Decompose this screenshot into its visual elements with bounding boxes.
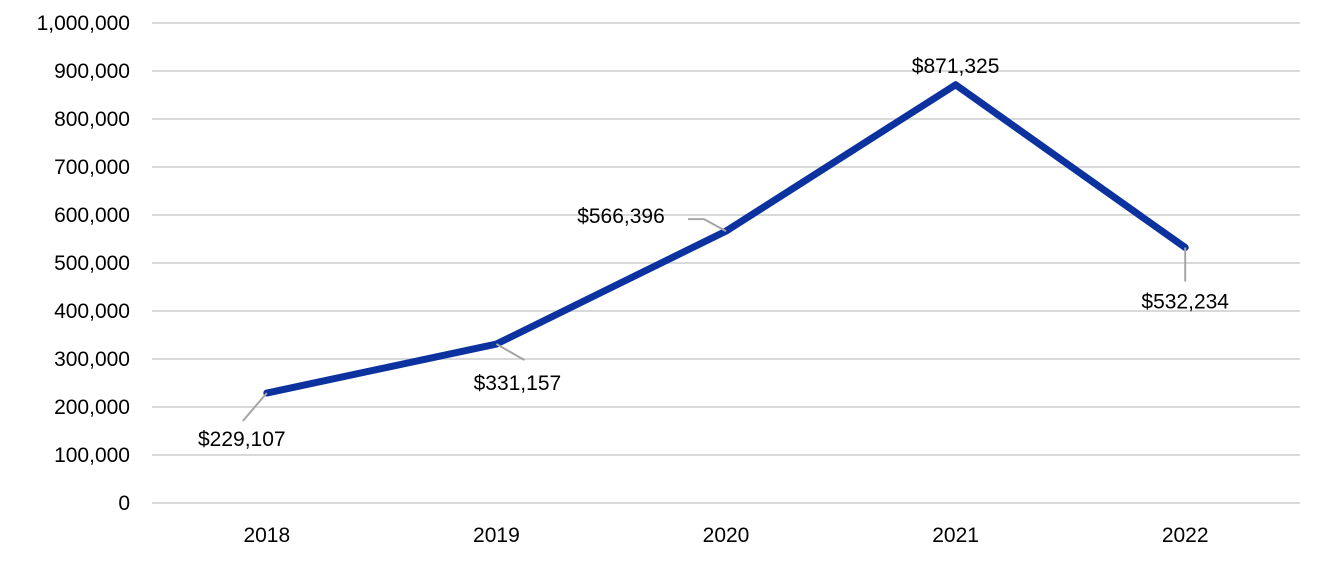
y-tick-label: 200,000 [54, 396, 130, 419]
data-label-leader [688, 218, 727, 233]
y-tick-label: 300,000 [54, 348, 130, 371]
data-label: $331,157 [474, 372, 562, 395]
data-label: $532,234 [1141, 291, 1229, 314]
data-points [263, 81, 1189, 397]
data-label-leader [242, 392, 268, 422]
x-tick-label: 2021 [932, 524, 979, 547]
data-label: $229,107 [198, 428, 286, 451]
y-tick-label: 100,000 [54, 444, 130, 467]
y-tick-label: 700,000 [54, 156, 130, 179]
y-axis-tick-labels: 0 100,000 200,000 300,000 400,000 500,000 600,… [37, 12, 130, 515]
data-labels: $229,107 $331,157 $566,396 $871,325 $532,234 [198, 55, 1229, 451]
data-label: $566,396 [577, 205, 665, 228]
gridlines [152, 22, 1300, 504]
data-label: $871,325 [912, 55, 1000, 78]
x-tick-label: 2022 [1162, 524, 1209, 547]
y-tick-label: 1,000,000 [37, 12, 130, 35]
y-tick-label: 400,000 [54, 300, 130, 323]
x-axis-tick-labels: 2018 2019 2020 2021 2022 [243, 524, 1208, 547]
y-tick-label: 900,000 [54, 60, 130, 83]
data-label-leader [495, 343, 525, 361]
x-tick-label: 2018 [243, 524, 290, 547]
y-tick-label: 500,000 [54, 252, 130, 275]
data-point [952, 81, 960, 89]
x-tick-label: 2019 [473, 524, 520, 547]
y-tick-label: 0 [118, 492, 130, 515]
x-tick-label: 2020 [703, 524, 750, 547]
series-line [266, 81, 1188, 397]
y-tick-label: 800,000 [54, 108, 130, 131]
y-tick-label: 600,000 [54, 204, 130, 227]
